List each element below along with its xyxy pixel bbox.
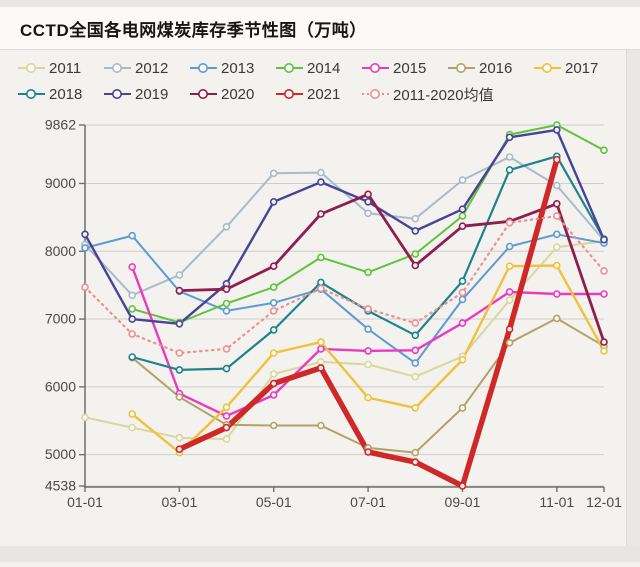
legend-label: 2015 [393, 59, 427, 77]
svg-text:03-01: 03-01 [161, 494, 197, 510]
legend-item-2017[interactable]: 2017 [534, 60, 598, 77]
svg-text:09-01: 09-01 [445, 494, 481, 510]
legend-label: 2020 [221, 85, 255, 103]
legend-item-2015[interactable]: 2015 [362, 60, 448, 77]
legend-row-1: 2011 2012 2013 2014 2015 2016 2017 [18, 55, 618, 81]
legend-item-2019[interactable]: 2019 [104, 86, 190, 103]
legend-item-2020[interactable]: 2020 [190, 86, 276, 103]
svg-text:8000: 8000 [45, 243, 76, 259]
legend-label: 2017 [565, 59, 599, 77]
legend-label: 2016 [479, 59, 513, 77]
legend-item-2021[interactable]: 2021 [276, 86, 362, 103]
chart-legend: 2011 2012 2013 2014 2015 2016 2017 2018 2019 202… [18, 55, 618, 107]
legend-marker-icon [190, 63, 217, 73]
legend-label: 2011 [49, 59, 82, 77]
svg-text:01-01: 01-01 [67, 494, 103, 510]
legend-marker-icon [362, 89, 389, 99]
legend-marker-icon [362, 63, 389, 73]
scrollbar-track[interactable] [626, 50, 640, 562]
svg-text:4538: 4538 [45, 478, 76, 494]
legend-marker-icon [276, 89, 303, 99]
legend-marker-icon [104, 63, 131, 73]
legend-row-2: 2018 2019 2020 2021 2011-2020均值 [18, 81, 618, 107]
legend-item-2016[interactable]: 2016 [448, 60, 534, 77]
legend-label: 2019 [135, 85, 169, 103]
legend-marker-icon [534, 63, 561, 73]
legend-marker-icon [448, 63, 475, 73]
legend-item-2014[interactable]: 2014 [276, 60, 362, 77]
legend-marker-icon [104, 89, 131, 99]
legend-item-2018[interactable]: 2018 [18, 86, 104, 103]
page-top-strip [0, 0, 640, 7]
legend-item-2011-2020均值[interactable]: 2011-2020均值 [362, 84, 494, 105]
legend-label: 2014 [307, 59, 341, 77]
legend-marker-icon [190, 89, 217, 99]
legend-marker-icon [18, 63, 45, 73]
svg-text:6000: 6000 [45, 378, 76, 394]
title-bar: CCTD全国各电网煤炭库存季节性图（万吨） [0, 7, 640, 50]
legend-marker-icon [276, 63, 303, 73]
legend-label: 2013 [221, 59, 255, 77]
legend-item-2012[interactable]: 2012 [104, 60, 190, 77]
svg-text:11-01: 11-01 [539, 494, 574, 510]
svg-text:7000: 7000 [45, 311, 76, 327]
legend-label: 2018 [49, 85, 83, 103]
page-footer-band [0, 546, 640, 562]
legend-label: 2011-2020均值 [393, 86, 494, 104]
legend-item-2011[interactable]: 2011 [18, 60, 104, 77]
svg-text:9862: 9862 [45, 117, 76, 133]
legend-label: 2021 [307, 85, 341, 103]
svg-text:05-01: 05-01 [256, 494, 292, 510]
page-title: CCTD全国各电网煤炭库存季节性图（万吨） [20, 20, 367, 40]
svg-text:12-01: 12-01 [586, 494, 622, 510]
legend-marker-icon [18, 89, 45, 99]
svg-text:07-01: 07-01 [350, 494, 386, 510]
svg-text:5000: 5000 [45, 446, 76, 462]
legend-item-2013[interactable]: 2013 [190, 60, 276, 77]
svg-text:9000: 9000 [45, 175, 76, 191]
legend-label: 2012 [135, 59, 169, 77]
